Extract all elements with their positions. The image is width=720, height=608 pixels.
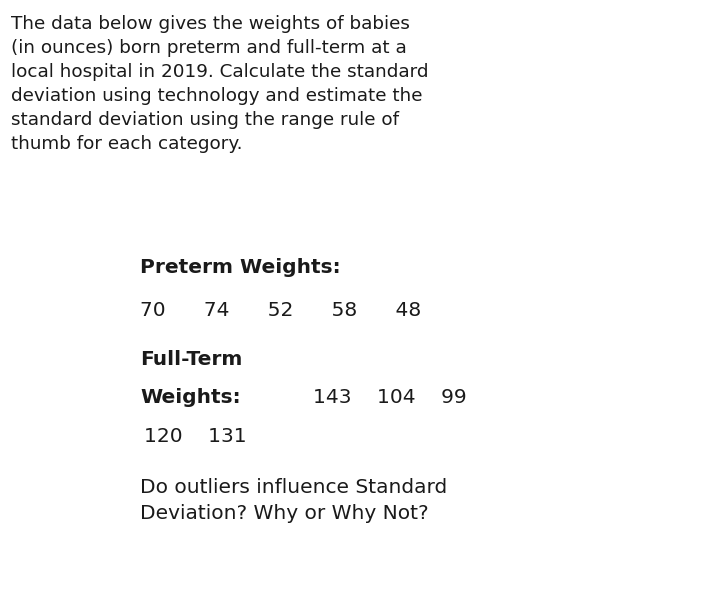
Text: Preterm Weights:: Preterm Weights: [140, 258, 341, 277]
Text: Weights:: Weights: [140, 388, 241, 407]
Text: The data below gives the weights of babies
(in ounces) born preterm and full-ter: The data below gives the weights of babi… [11, 15, 428, 153]
Text: Full-Term: Full-Term [140, 350, 243, 368]
Text: 70      74      52      58      48: 70 74 52 58 48 [140, 301, 422, 320]
Text: Do outliers influence Standard
Deviation? Why or Why Not?: Do outliers influence Standard Deviation… [140, 478, 448, 523]
Text: 143    104    99: 143 104 99 [313, 388, 467, 407]
Text: 120    131: 120 131 [144, 427, 247, 446]
